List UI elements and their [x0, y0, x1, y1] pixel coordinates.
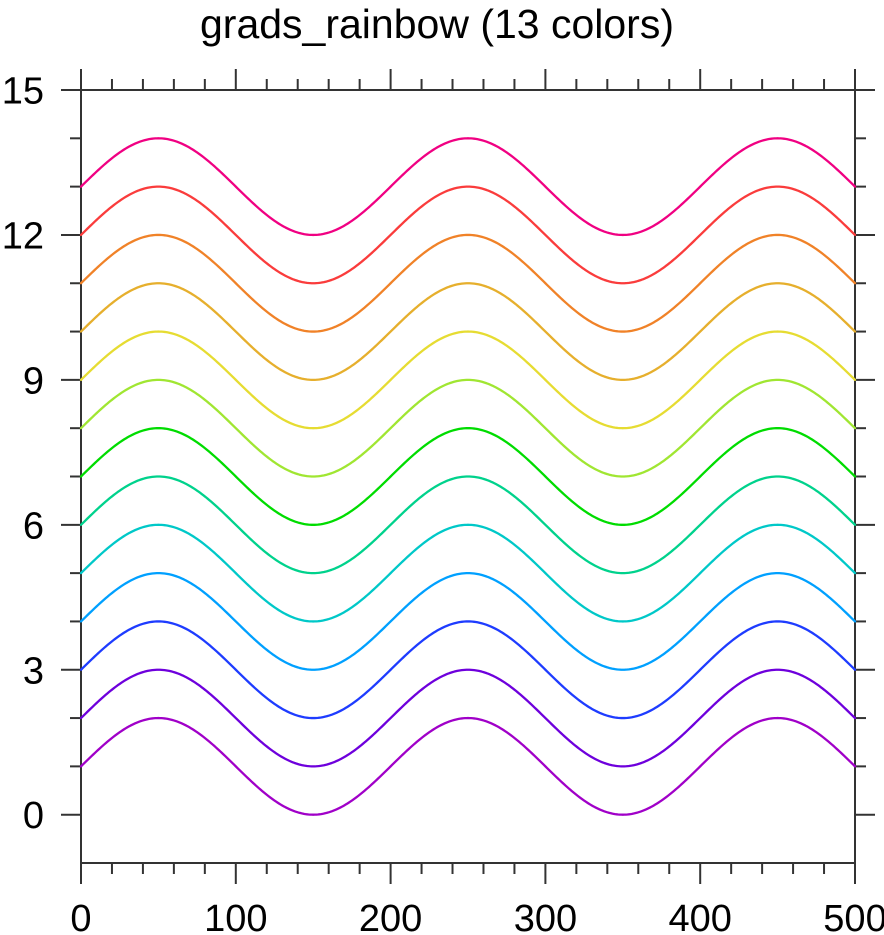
curve-color-01 — [79, 716, 857, 816]
curve-color-07 — [79, 427, 857, 526]
curve-color-06 — [79, 475, 857, 575]
curve-color-12 — [79, 185, 857, 285]
tick-labels: 0 100 200 300 400 500 0 3 6 9 12 15 — [2, 71, 884, 935]
y-tick-label: 15 — [2, 71, 44, 113]
x-tick-label: 300 — [514, 898, 577, 935]
y-tick-label: 0 — [23, 795, 44, 837]
curve-color-02 — [79, 668, 857, 768]
curve-color-08 — [79, 378, 857, 478]
y-tick-label: 12 — [2, 215, 44, 257]
y-tick-label: 9 — [23, 360, 44, 402]
curve-color-10 — [79, 282, 857, 382]
sine-curves — [79, 137, 857, 816]
x-tick-label: 100 — [204, 898, 267, 935]
x-tick-label: 400 — [668, 898, 731, 935]
curve-color-04 — [79, 571, 857, 671]
curve-color-05 — [79, 523, 857, 623]
x-tick-label: 200 — [359, 898, 422, 935]
chart-title: grads_rainbow (13 colors) — [200, 1, 674, 47]
x-tick-label: 500 — [823, 898, 884, 935]
curve-color-11 — [79, 233, 857, 333]
curve-color-09 — [79, 330, 857, 430]
curve-color-13 — [79, 137, 857, 237]
y-tick-label: 6 — [23, 505, 44, 547]
y-tick-label: 3 — [23, 650, 44, 692]
x-tick-label: 0 — [70, 898, 91, 935]
curve-color-03 — [79, 620, 857, 720]
